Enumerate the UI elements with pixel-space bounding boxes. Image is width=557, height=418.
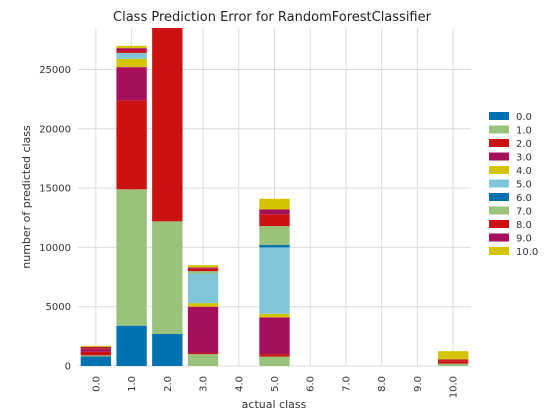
bar-segment-3.0-1.0: [187, 354, 219, 366]
legend-label-8.0: 8.0: [516, 220, 532, 231]
bars: [80, 28, 469, 366]
legend-swatch-6.0: [489, 193, 509, 201]
x-tick-label-3: 3.0: [199, 376, 210, 392]
legend-swatch-7.0: [489, 206, 509, 215]
legend-label-10.0: 10.0: [516, 247, 538, 258]
legend-label-5.0: 5.0: [516, 180, 532, 191]
bar-segment-2.0-2.0: [152, 28, 183, 222]
bar-segment-3.0-4.0: [187, 303, 219, 307]
bar-segment-5.0-9.0: [259, 209, 290, 215]
bar-segment-0.0-3.0: [80, 349, 112, 352]
x-tick-label-1: 1.0: [127, 376, 138, 392]
legend: 0.0 1.0 2.0 3.0 4.0 5.0 6.0 7.0 8.0 9.0 10.0: [489, 112, 538, 258]
bar-segment-5.0-7.0: [259, 226, 290, 246]
legend-swatch-0.0: [489, 112, 509, 120]
x-tick-label-9: 9.0: [413, 376, 424, 392]
bar-segment-2.0-1.0: [152, 221, 183, 334]
bar-segment-0.0-1.0: [80, 355, 112, 357]
x-axis-ticks: 0.0 1.0 2.0 3.0 4.0 5.0 6.0 7.0 8.0 9.0 10.0: [91, 376, 459, 398]
bar-segment-3.0-3.0: [187, 306, 219, 353]
x-tick-label-4: 4.0: [234, 376, 245, 392]
legend-label-4.0: 4.0: [516, 166, 532, 177]
bar-segment-5.0-5.0: [259, 247, 290, 314]
y-axis-label: number of predicted class: [20, 125, 33, 269]
legend-label-7.0: 7.0: [516, 207, 532, 218]
bar-segment-10.0-8.0: [437, 360, 469, 362]
legend-label-2.0: 2.0: [516, 139, 532, 150]
y-tick-label-2: 10000: [39, 243, 71, 254]
legend-swatch-3.0: [489, 152, 509, 161]
bar-segment-1.0-2.0: [116, 100, 147, 190]
bar-segment-1.0-3.0: [116, 67, 147, 101]
bar-segment-1.0-10.0: [116, 45, 147, 49]
bar-segment-2.0-0.0: [152, 333, 183, 366]
bar-segment-5.0-2.0: [259, 354, 290, 357]
y-tick-label-3: 15000: [39, 184, 71, 195]
bar-segment-5.0-6.0: [259, 245, 290, 248]
bar-segment-3.0-7.0: [187, 271, 219, 274]
legend-swatch-8.0: [489, 220, 509, 228]
bar-segment-3.0-2.0: [187, 352, 219, 355]
legend-label-9.0: 9.0: [516, 234, 532, 245]
x-tick-label-5: 5.0: [270, 376, 281, 392]
bar-segment-10.0-2.0: [437, 361, 469, 364]
bar-segment-5.0-4.0: [259, 313, 290, 318]
bar-segment-5.0-10.0: [259, 198, 290, 210]
x-tick-label-6: 6.0: [306, 376, 317, 392]
bar-segment-5.0-1.0: [259, 356, 290, 366]
y-axis-ticks: 0 5000 10000 15000 20000 25000: [39, 65, 71, 372]
bar-segment-1.0-0.0: [116, 325, 147, 366]
y-tick-label-5: 25000: [39, 65, 71, 76]
bar-segment-3.0-5.0: [187, 273, 219, 304]
legend-label-6.0: 6.0: [516, 193, 532, 204]
x-tick-label-8: 8.0: [377, 376, 388, 392]
bar-segment-1.0-4.0: [116, 58, 147, 68]
bar-segment-5.0-8.0: [259, 214, 290, 227]
x-tick-label-10: 10.0: [449, 376, 460, 398]
legend-swatch-5.0: [489, 179, 509, 188]
bar-segment-0.0-8.0: [80, 348, 112, 350]
bar-segment-10.0-10.0: [437, 351, 469, 360]
x-axis-label: actual class: [242, 398, 307, 411]
bar-segment-1.0-9.0: [116, 48, 147, 51]
bar-segment-10.0-1.0: [437, 363, 469, 366]
chart-title: Class Prediction Error for RandomForestC…: [113, 10, 432, 25]
legend-swatch-1.0: [489, 125, 509, 134]
legend-swatch-4.0: [489, 166, 509, 174]
bar-segment-10.0-9.0: [437, 359, 469, 361]
y-tick-label-1: 5000: [46, 302, 71, 313]
bar-segment-1.0-8.0: [116, 50, 147, 53]
legend-label-3.0: 3.0: [516, 153, 532, 164]
legend-swatch-2.0: [489, 139, 509, 147]
y-tick-label-0: 0: [65, 362, 71, 373]
bar-segment-3.0-8.0: [187, 268, 219, 272]
bar-segment-3.0-9.0: [187, 267, 219, 269]
legend-label-1.0: 1.0: [516, 126, 532, 137]
bar-segment-1.0-5.0: [116, 52, 147, 59]
x-tick-label-2: 2.0: [163, 376, 174, 392]
bar-segment-3.0-10.0: [187, 265, 219, 268]
legend-swatch-10.0: [489, 247, 509, 255]
x-tick-label-7: 7.0: [341, 376, 352, 392]
legend-swatch-9.0: [489, 233, 509, 242]
bar-segment-0.0-9.0: [80, 347, 112, 349]
legend-label-0.0: 0.0: [516, 112, 532, 123]
bar-segment-0.0-0.0: [80, 356, 112, 366]
bar-segment-0.0-10.0: [80, 345, 112, 348]
x-tick-label-0: 0.0: [91, 376, 102, 392]
y-tick-label-4: 20000: [39, 124, 71, 135]
bar-segment-1.0-1.0: [116, 189, 147, 326]
bar-segment-5.0-3.0: [259, 317, 290, 355]
bar-segment-0.0-2.0: [80, 351, 112, 356]
